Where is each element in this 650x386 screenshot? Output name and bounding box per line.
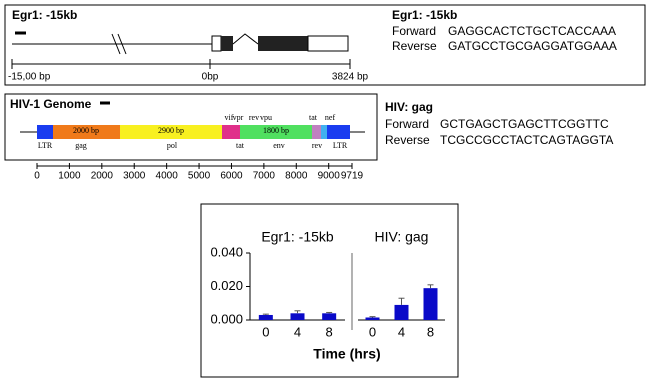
- scale-label: 0: [34, 171, 40, 182]
- gene-label: rev: [312, 141, 322, 150]
- egr1-title: Egr1: -15kb: [12, 8, 77, 22]
- gene-label: vif: [225, 113, 234, 122]
- reverse-seq: TCGCCGCCTACTCAGTAGGTA: [440, 133, 613, 147]
- gene-label: pol: [167, 141, 178, 150]
- forward-label: Forward: [385, 117, 429, 131]
- forward-seq: GAGGCACTCTGCTCACCAAA: [448, 24, 616, 38]
- egr1-box: [4, 4, 646, 86]
- panel-title: HIV: gag: [375, 229, 429, 245]
- reverse-seq: GATGCCTGCGAGGATGGAAA: [448, 39, 617, 53]
- x-tick-label: 8: [326, 324, 333, 339]
- segment-label: 2000 bp: [73, 126, 99, 135]
- y-tick-label: 0.020: [210, 278, 243, 293]
- forward-seq: GCTGAGCTGAGCTTCGGTTC: [440, 117, 609, 131]
- gene-label: env: [273, 141, 285, 150]
- gene-label: vpu: [260, 113, 272, 122]
- hiv-title: HIV-1 Genome: [10, 97, 92, 111]
- gene-label: vpr: [233, 113, 244, 122]
- bar: [365, 317, 380, 320]
- x-tick-label: 0: [369, 324, 376, 339]
- scale-label: 2000: [91, 171, 114, 182]
- scale-label: -15,00 bp: [8, 72, 51, 83]
- x-axis-label: Time (hrs): [313, 346, 380, 362]
- scale-label: 3824 bp: [332, 72, 369, 83]
- exon: [221, 36, 233, 51]
- segment: [240, 125, 312, 139]
- x-tick-label: 4: [294, 324, 301, 339]
- reverse-label: Reverse: [392, 39, 437, 53]
- scale-label: 8000: [285, 171, 308, 182]
- primer-title: Egr1: -15kb: [392, 8, 457, 22]
- gene-label: tat: [236, 141, 245, 150]
- bar: [290, 313, 305, 320]
- y-tick-label: 0.000: [210, 311, 243, 326]
- scale-label: 0bp: [202, 72, 219, 83]
- segment: [321, 125, 327, 139]
- intron: [232, 33, 259, 45]
- scale-label: 9719: [341, 171, 364, 182]
- break: [111, 33, 121, 55]
- segment: [53, 125, 120, 139]
- segment: [37, 125, 53, 139]
- exon: [307, 35, 349, 52]
- gene-label: nef: [325, 113, 336, 122]
- gene-label: gag: [75, 141, 87, 150]
- scale-label: 6000: [220, 171, 243, 182]
- scale-label: 4000: [156, 171, 179, 182]
- x-tick-label: 4: [398, 324, 405, 339]
- bar: [322, 313, 337, 320]
- segment-label: 1800 bp: [263, 126, 289, 135]
- forward-label: Forward: [392, 24, 436, 38]
- y-tick-label: 0.040: [210, 244, 243, 259]
- segment: [120, 125, 222, 139]
- segment: [222, 125, 240, 139]
- panel-title: Egr1: -15kb: [261, 229, 334, 245]
- scale-label: 5000: [188, 171, 211, 182]
- scale-label: 9000: [318, 171, 341, 182]
- bar: [423, 288, 438, 320]
- break: [117, 33, 127, 55]
- chart-box: [200, 203, 459, 378]
- x-tick-label: 8: [427, 324, 434, 339]
- x-tick-label: 0: [262, 324, 269, 339]
- gene-label: LTR: [38, 141, 53, 150]
- hiv-box: [4, 93, 378, 161]
- segment: [312, 125, 321, 139]
- gene-label: LTR: [333, 141, 348, 150]
- bar: [394, 304, 409, 320]
- exon: [211, 35, 222, 52]
- primer-title: HIV: gag: [385, 100, 433, 114]
- gene-label: rev: [249, 113, 259, 122]
- scale-label: 3000: [123, 171, 146, 182]
- segment-label: 2900 bp: [158, 126, 184, 135]
- scale-label: 7000: [253, 171, 276, 182]
- bar: [258, 314, 273, 320]
- gene-label: tat: [309, 113, 318, 122]
- segment: [327, 125, 350, 139]
- reverse-label: Reverse: [385, 133, 430, 147]
- scale-label: 1000: [58, 171, 81, 182]
- exon: [258, 36, 308, 51]
